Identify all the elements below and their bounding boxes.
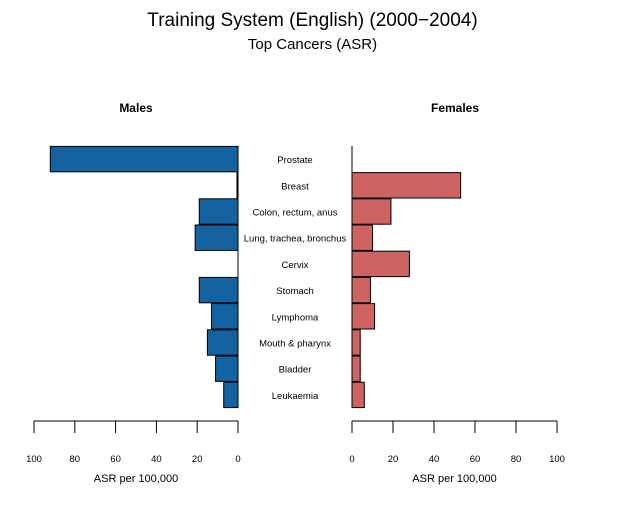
females-tick-label-20: 20 <box>388 454 399 465</box>
males-tick-label-40: 40 <box>151 454 162 465</box>
females-tick-label-80: 80 <box>511 454 522 465</box>
category-label-lymphoma: Lymphoma <box>272 312 319 323</box>
female-bar-lymphoma <box>351 303 376 330</box>
male-bar-lymphoma <box>210 303 239 330</box>
male-bar-stomach <box>198 276 239 304</box>
females-panel: Females 0 20 40 60 80 100 ASR per 100,000 <box>349 101 565 485</box>
females-tick-label-60: 60 <box>470 454 481 465</box>
male-bar-prostate <box>49 145 239 173</box>
males-tick-label-60: 60 <box>110 454 121 465</box>
category-label-mouth-pharynx: Mouth & pharynx <box>259 339 331 350</box>
category-label-stomach: Stomach <box>276 286 314 297</box>
females-heading: Females <box>431 101 479 115</box>
female-bar-bladder <box>351 355 361 382</box>
male-bar-lung-trachea-bronchus <box>194 224 239 251</box>
females-tick-label-40: 40 <box>429 454 440 465</box>
category-labels: Prostate Breast Colon, rectum, anus Lung, t… <box>244 155 347 402</box>
female-bar-stomach <box>351 276 371 304</box>
males-tick-label-80: 80 <box>70 454 81 465</box>
female-bar-breast <box>351 172 462 199</box>
female-bar-cervix <box>351 250 410 278</box>
category-label-cervix: Cervix <box>282 260 309 271</box>
chart-title: Training System (English) (2000−2004) <box>147 10 478 31</box>
males-tick-label-100: 100 <box>26 454 42 465</box>
females-tick-label-100: 100 <box>549 454 565 465</box>
male-bar-leukaemia <box>223 381 239 409</box>
male-bar-mouth-pharynx <box>206 329 239 356</box>
category-label-colon-rectum-anus: Colon, rectum, anus <box>252 208 337 219</box>
males-x-axis-label: ASR per 100,000 <box>94 473 178 485</box>
males-tick-label-0: 0 <box>235 454 240 465</box>
category-label-lung-trachea-bronchus: Lung, trachea, bronchus <box>244 234 347 245</box>
female-bar-leukaemia <box>351 381 365 409</box>
male-bar-colon-rectum-anus <box>198 198 239 225</box>
males-panel: Males 0 20 40 60 80 100 ASR per 100,000 <box>26 101 241 485</box>
males-tick-label-20: 20 <box>192 454 203 465</box>
category-label-bladder: Bladder <box>279 365 312 376</box>
female-bar-colon-rectum-anus <box>351 198 392 225</box>
category-label-breast: Breast <box>281 181 309 192</box>
male-bar-breast <box>236 172 239 199</box>
female-bar-lung-trachea-bronchus <box>351 224 373 251</box>
females-tick-label-0: 0 <box>349 454 354 465</box>
category-label-leukaemia: Leukaemia <box>272 391 319 402</box>
category-label-prostate: Prostate <box>277 155 312 166</box>
female-bar-mouth-pharynx <box>351 329 361 356</box>
chart-subtitle: Top Cancers (ASR) <box>247 36 378 53</box>
male-bar-bladder <box>215 355 239 382</box>
females-x-axis-label: ASR per 100,000 <box>412 473 496 485</box>
males-heading: Males <box>119 101 153 115</box>
